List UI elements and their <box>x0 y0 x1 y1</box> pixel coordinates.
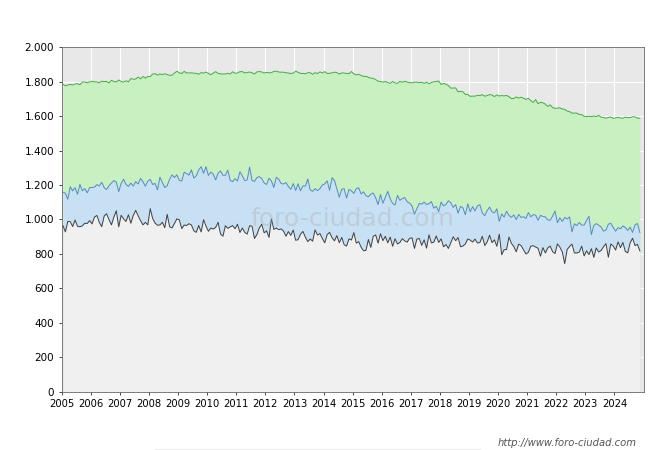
Text: foro-ciudad.com: foro-ciudad.com <box>251 207 454 231</box>
Text: http://www.foro-ciudad.com: http://www.foro-ciudad.com <box>498 438 637 448</box>
Text: Alcuéscar - Evolucion de la poblacion en edad de Trabajar Noviembre de 2024: Alcuéscar - Evolucion de la poblacion en… <box>75 14 575 27</box>
